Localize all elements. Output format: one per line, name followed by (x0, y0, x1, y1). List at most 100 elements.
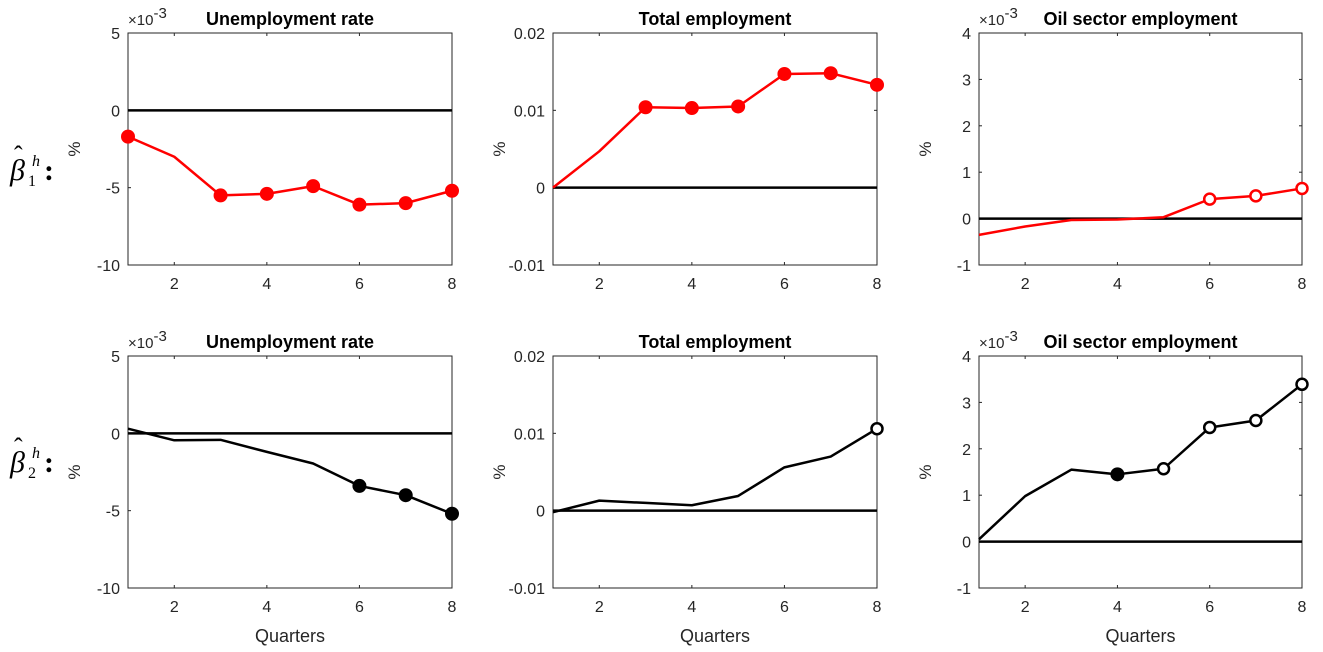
panel-1-axes-box (127, 32, 453, 266)
panel-5-ytick-label: 0 (536, 504, 545, 521)
panel-1-marker-filled (445, 183, 459, 198)
panel-3-exponent: ×10-3 (979, 5, 1018, 29)
panel-1-marker-filled (121, 129, 135, 144)
panel-6-ytick-label: 0 (962, 535, 971, 552)
row-label-2-hat: ˆ (14, 433, 23, 462)
panel-4-xtick-label: 4 (262, 599, 271, 616)
panel-2-axes-box (552, 32, 878, 266)
panel-3-marker-open (1249, 189, 1263, 203)
panel-2-marker-filled (870, 77, 884, 92)
panel-3-series-line (978, 187, 1303, 237)
panel-4-ytick-label: 0 (111, 426, 120, 443)
panel-5-xlabel: Quarters (680, 626, 750, 646)
panel-1-marker-filled (259, 186, 274, 201)
panel-4-ytick-label: 5 (111, 349, 120, 366)
panel-6-series-line (978, 383, 1303, 541)
panel-3: -1 0 1 2 3 4 2 4 6 8 Oil sector employment% ×10-3 (916, 5, 1309, 293)
panel-1-ytick-label: -5 (106, 181, 120, 198)
panel-4-xtick-label: 2 (170, 599, 179, 616)
panel-5-ytick-label: 0.02 (514, 349, 545, 366)
panel-1-exponent: ×10-3 (128, 5, 167, 29)
panel-3-axes-box (978, 32, 1303, 266)
panel-6-axes-box (978, 355, 1303, 589)
panel-1-marker-filled (306, 179, 321, 194)
panel-6-ytick-label: 2 (962, 442, 971, 459)
panel-6-marker-open (1156, 462, 1171, 476)
row-label-2-sub: 2 (28, 465, 36, 482)
panel-1-xtick-label: 6 (355, 276, 364, 293)
panel-2-marker-filled (823, 66, 838, 81)
panel-2-ytick-label: 0 (536, 181, 545, 198)
panel-4-xlabel: Quarters (255, 626, 325, 646)
panel-2-xtick-label: 6 (780, 276, 789, 293)
panel-5-marker-open (870, 421, 884, 436)
panel-1-ylabel: % (65, 141, 84, 156)
panel-4-series-line (127, 427, 453, 515)
panel-5-axes-box (552, 355, 878, 589)
panel-5-ylabel: % (490, 464, 509, 479)
panel-3-marker-open (1295, 181, 1309, 196)
row-label-1-colon: : (44, 154, 54, 187)
panel-3-xtick-label: 4 (1113, 276, 1122, 293)
panel-6-ylabel: % (916, 464, 935, 479)
panel-3-xtick-label: 8 (1298, 276, 1307, 293)
panel-4-ytick-label: -5 (106, 504, 120, 521)
row-label-2-beta: β (9, 446, 25, 479)
panel-2: -0.01 0 0.01 0.02 2 4 6 8 Total employment% (490, 9, 884, 293)
panel-3-ytick-label: 3 (962, 72, 971, 89)
panel-6-ytick-label: 1 (962, 488, 971, 505)
row-label-2: β ˆ 2 h : (9, 433, 54, 482)
panel-1-marker-filled (398, 196, 413, 211)
row-label-1: β ˆ 1 h : (9, 141, 54, 190)
panel-4-marker-filled (352, 478, 367, 493)
panel-2-xtick-label: 2 (595, 276, 604, 293)
panel-4-xtick-label: 6 (355, 599, 364, 616)
panel-5-xtick-label: 6 (780, 599, 789, 616)
panel-4-marker-filled (398, 488, 413, 503)
panel-3-marker-open (1202, 192, 1217, 206)
panel-2-ylabel: % (490, 141, 509, 156)
panel-2-ytick-label: 0.01 (514, 103, 545, 120)
panel-6-xtick-label: 6 (1205, 599, 1214, 616)
panel-3-ytick-label: 0 (962, 212, 971, 229)
panel-5-xtick-label: 2 (595, 599, 604, 616)
panel-5-ytick-label: -0.01 (509, 581, 546, 598)
panel-1-series-line (127, 135, 453, 206)
panel-6-marker-open (1295, 377, 1309, 392)
panel-4-marker-filled (445, 506, 459, 521)
panel-1-ytick-label: 5 (111, 26, 120, 43)
panel-3-xtick-label: 6 (1205, 276, 1214, 293)
panel-1: -10 -5 0 5 2 4 6 8 Unemployment rate% ×10-3 (65, 5, 459, 293)
panel-6-title: Oil sector employment (1043, 332, 1237, 352)
panel-2-marker-filled (638, 100, 653, 115)
panel-6-ytick-label: 3 (962, 395, 971, 412)
panel-5-title: Total employment (639, 332, 792, 352)
row-label-1-sup: h (32, 153, 40, 170)
panel-6-ytick-label: 4 (962, 349, 971, 366)
panel-4-axes-box (127, 355, 453, 589)
panel-3-title: Oil sector employment (1043, 9, 1237, 29)
panel-1-ytick-label: 0 (111, 103, 120, 120)
row-label-2-sup: h (32, 445, 40, 462)
panel-6-xtick-label: 4 (1113, 599, 1122, 616)
panel-6-xtick-label: 2 (1021, 599, 1030, 616)
panel-6-marker-open (1202, 420, 1217, 435)
panel-6-marker-filled (1110, 467, 1125, 482)
panel-6-exponent: ×10-3 (979, 328, 1018, 352)
row-label-1-sub: 1 (28, 173, 36, 190)
panel-6-xtick-label: 8 (1298, 599, 1307, 616)
panel-1-xtick-label: 8 (448, 276, 457, 293)
panel-2-ytick-label: 0.02 (514, 26, 545, 43)
panel-4: -10 -5 0 5 2 4 6 8 Unemployment rate% Quarters ×10… (65, 328, 459, 646)
panel-5: -0.01 0 0.01 0.02 2 4 6 8 Total employment% Quart… (490, 332, 884, 646)
row-label-1-hat: ˆ (14, 141, 23, 170)
panel-5-xtick-label: 8 (873, 599, 882, 616)
panel-6: -1 0 1 2 3 4 2 4 6 8 Oil sector employment% Quarter… (916, 328, 1309, 646)
panel-2-marker-filled (731, 99, 746, 114)
panel-1-marker-filled (352, 197, 367, 212)
panel-1-ytick-label: -10 (97, 258, 120, 275)
panel-2-series-line (552, 71, 878, 189)
panel-4-ytick-label: -10 (97, 581, 120, 598)
